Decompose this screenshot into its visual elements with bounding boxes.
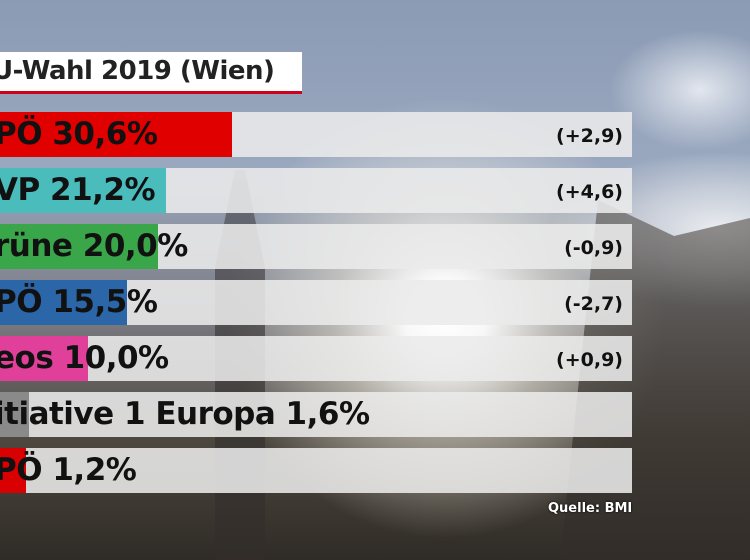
bar-change: (+2,9)	[556, 125, 623, 147]
bar-row: eos 10,0% (+0,9)	[0, 336, 632, 381]
bar-change: (+0,9)	[556, 349, 623, 371]
source-label: Quelle: BMI	[548, 501, 633, 516]
bar-fill	[0, 224, 158, 269]
bar-change: (-2,7)	[564, 293, 623, 315]
chart-title: U-Wahl 2019 (Wien)	[0, 56, 275, 86]
title-box: U-Wahl 2019 (Wien)	[0, 52, 302, 94]
bar-label: rüne 20,0%	[0, 228, 188, 264]
bar-fill	[0, 168, 167, 213]
bar-row: PÖ 15,5% (-2,7)	[0, 280, 632, 325]
bar-fill	[0, 280, 127, 325]
bar-label: eos 10,0%	[0, 340, 169, 376]
bar-label: PÖ 15,5%	[0, 284, 158, 320]
bar-label: VP 21,2%	[0, 172, 156, 208]
bar-change: (+4,6)	[556, 181, 623, 203]
bar-fill	[0, 392, 30, 437]
bar-row: itiative 1 Europa 1,6%	[0, 392, 632, 437]
bar-label: itiative 1 Europa 1,6%	[0, 396, 370, 432]
bar-row: rüne 20,0% (-0,9)	[0, 224, 632, 269]
bar-fill	[0, 336, 88, 381]
bar-change: (-0,9)	[564, 237, 623, 259]
bar-fill	[0, 448, 27, 493]
bar-label: PÖ 1,2%	[0, 452, 137, 488]
bar-label: PÖ 30,6%	[0, 116, 158, 152]
bar-row: VP 21,2% (+4,6)	[0, 168, 632, 213]
bar-row: PÖ 30,6% (+2,9)	[0, 112, 632, 157]
bar-fill	[0, 112, 233, 157]
bar-row: PÖ 1,2%	[0, 448, 632, 493]
